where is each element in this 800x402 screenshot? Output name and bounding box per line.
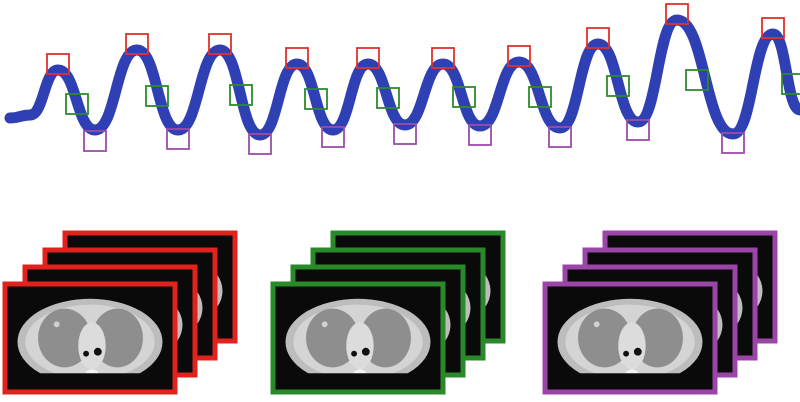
page: (() => { const NS = 'http://www.w3.org/2… bbox=[0, 0, 800, 402]
ct-stacks bbox=[5, 233, 775, 392]
ct-stack bbox=[273, 233, 503, 392]
ct-slice bbox=[280, 289, 437, 387]
ct-stack bbox=[5, 233, 235, 392]
signal-line bbox=[10, 20, 800, 135]
ct-slice bbox=[552, 289, 709, 387]
respiratory-signal bbox=[10, 20, 800, 135]
ct-stack bbox=[545, 233, 775, 392]
ct-slice bbox=[12, 289, 169, 387]
figure bbox=[0, 0, 800, 402]
